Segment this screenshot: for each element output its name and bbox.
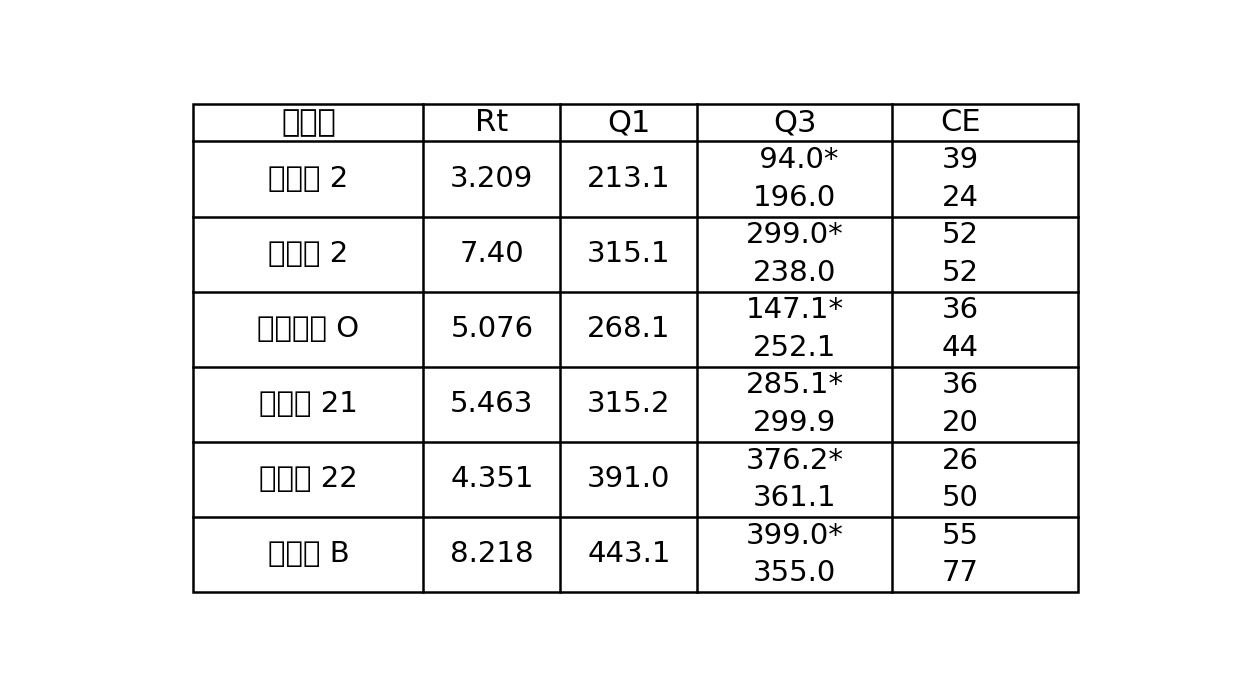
Text: 52: 52	[942, 259, 978, 287]
Text: 315.2: 315.2	[587, 390, 671, 418]
Text: 罗丹明 B: 罗丹明 B	[268, 540, 350, 568]
Text: 36: 36	[942, 371, 978, 400]
Text: 碱性橙 22: 碱性橙 22	[259, 465, 358, 493]
Text: 52: 52	[942, 221, 978, 249]
Text: 4.351: 4.351	[450, 465, 533, 493]
Text: 299.9: 299.9	[753, 409, 836, 437]
Text: 391.0: 391.0	[588, 465, 671, 493]
Text: 碱性红 2: 碱性红 2	[268, 240, 348, 268]
Text: 20: 20	[942, 409, 978, 437]
Text: 36: 36	[942, 296, 978, 325]
Text: 268.1: 268.1	[587, 315, 671, 343]
Text: 44: 44	[942, 334, 978, 362]
Text: 147.1*: 147.1*	[745, 296, 843, 325]
Text: 315.1: 315.1	[587, 240, 671, 268]
Text: 碱性橙 2: 碱性橙 2	[268, 165, 348, 193]
Text: 7.40: 7.40	[460, 240, 525, 268]
Text: 238.0: 238.0	[753, 259, 836, 287]
Text: Q3: Q3	[773, 108, 816, 137]
Text: 39: 39	[942, 146, 978, 174]
Text: 24: 24	[942, 184, 978, 212]
Text: 55: 55	[942, 522, 978, 550]
Text: 213.1: 213.1	[587, 165, 671, 193]
Text: CE: CE	[940, 108, 981, 137]
Text: 94.0*: 94.0*	[750, 146, 839, 174]
Text: 8.218: 8.218	[450, 540, 533, 568]
Text: 299.0*: 299.0*	[745, 221, 843, 249]
Text: 376.2*: 376.2*	[745, 446, 843, 475]
Text: 399.0*: 399.0*	[745, 522, 843, 550]
Text: 196.0: 196.0	[753, 184, 836, 212]
Text: 443.1: 443.1	[587, 540, 671, 568]
Text: 285.1*: 285.1*	[745, 371, 843, 400]
Text: 5.076: 5.076	[450, 315, 533, 343]
Text: 3.209: 3.209	[450, 165, 533, 193]
Text: 77: 77	[942, 559, 978, 587]
Text: Q1: Q1	[608, 108, 651, 137]
Text: 26: 26	[942, 446, 978, 475]
Text: 50: 50	[942, 484, 978, 512]
Text: 5.463: 5.463	[450, 390, 533, 418]
Text: Rt: Rt	[475, 108, 508, 137]
Text: 碱性橙 21: 碱性橙 21	[259, 390, 358, 418]
Text: 252.1: 252.1	[753, 334, 836, 362]
Text: 化合物: 化合物	[281, 108, 336, 137]
Text: 355.0: 355.0	[753, 559, 836, 587]
Text: 碱性娩黄 O: 碱性娩黄 O	[258, 315, 360, 343]
Text: 361.1: 361.1	[753, 484, 837, 512]
